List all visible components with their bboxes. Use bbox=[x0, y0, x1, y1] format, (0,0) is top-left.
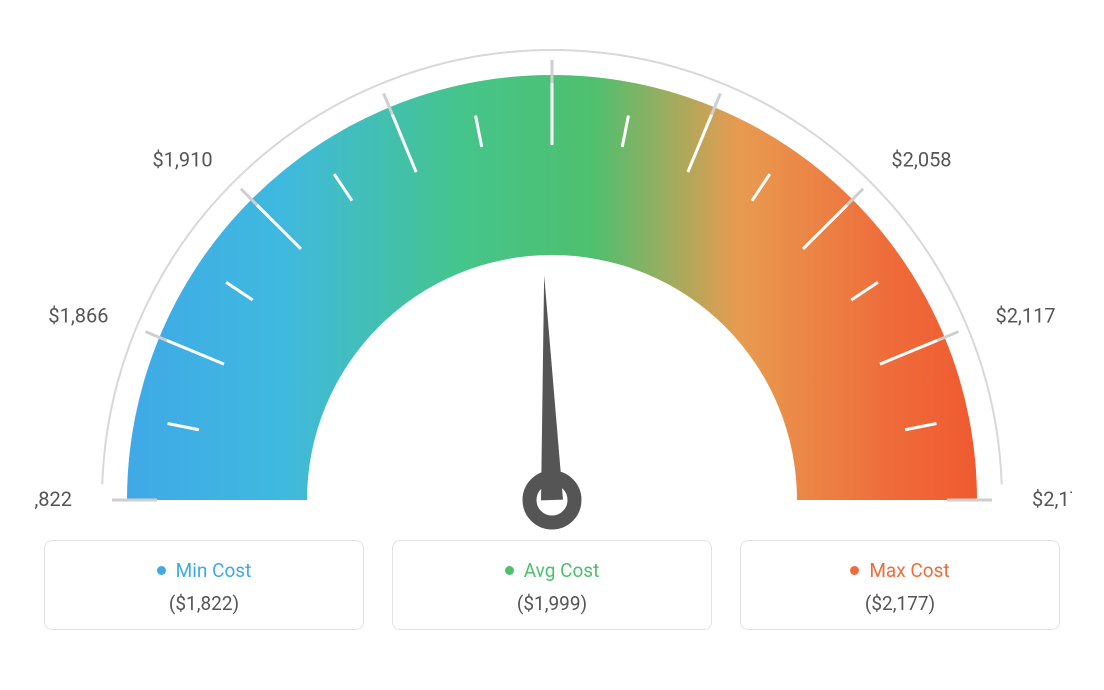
min-cost-card: Min Cost ($1,822) bbox=[44, 540, 364, 630]
avg-cost-value: ($1,999) bbox=[403, 592, 701, 615]
summary-cards: Min Cost ($1,822) Avg Cost ($1,999) Max … bbox=[0, 540, 1104, 630]
avg-cost-title-row: Avg Cost bbox=[403, 559, 701, 582]
gauge-chart: $1,822$1,866$1,910$1,999$2,058$2,117$2,1… bbox=[0, 0, 1104, 520]
max-cost-title-row: Max Cost bbox=[751, 559, 1049, 582]
gauge-tick-label: $2,117 bbox=[995, 303, 1055, 327]
min-cost-value: ($1,822) bbox=[55, 592, 353, 615]
gauge-needle bbox=[541, 275, 563, 500]
gauge-tick-label: $1,910 bbox=[152, 148, 212, 172]
avg-cost-label: Avg Cost bbox=[524, 559, 600, 582]
gauge-svg: $1,822$1,866$1,910$1,999$2,058$2,117$2,1… bbox=[32, 30, 1072, 550]
gauge-tick-label: $2,058 bbox=[891, 148, 951, 172]
gauge-tick-label: $2,177 bbox=[1032, 487, 1072, 511]
min-cost-dot-icon bbox=[157, 566, 166, 575]
max-cost-value: ($2,177) bbox=[751, 592, 1049, 615]
max-cost-card: Max Cost ($2,177) bbox=[740, 540, 1060, 630]
min-cost-label: Min Cost bbox=[176, 559, 252, 582]
max-cost-label: Max Cost bbox=[869, 559, 949, 582]
gauge-tick-label: $1,866 bbox=[48, 303, 108, 327]
min-cost-title-row: Min Cost bbox=[55, 559, 353, 582]
avg-cost-card: Avg Cost ($1,999) bbox=[392, 540, 712, 630]
avg-cost-dot-icon bbox=[505, 566, 514, 575]
max-cost-dot-icon bbox=[850, 566, 859, 575]
gauge-tick-label: $1,822 bbox=[32, 487, 72, 511]
